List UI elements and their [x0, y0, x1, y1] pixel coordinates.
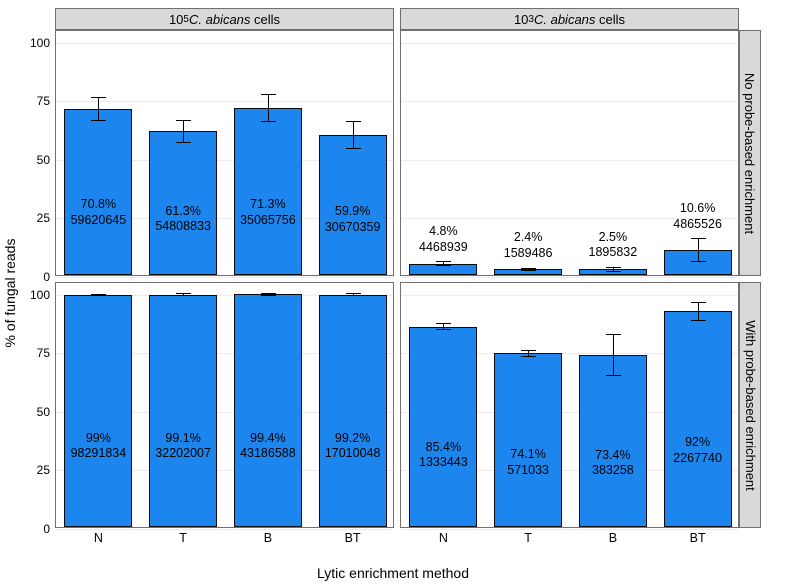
- bar-annotation: 85.4%1333443: [401, 440, 486, 471]
- bar: [234, 108, 302, 275]
- panel: 85.4%1333443N74.1%571033T73.4%383258B92%…: [400, 282, 739, 528]
- bar-annotation: 10.6%4865526: [655, 201, 740, 232]
- bar: [579, 355, 647, 527]
- x-tick-label: N: [439, 527, 448, 545]
- panel-grid: 105C. abicans cells 103C. abicans cellsNo…: [55, 8, 761, 548]
- y-tick-label: 75: [37, 346, 56, 360]
- error-bar: [613, 267, 614, 272]
- bar-annotation: 99.2%17010048: [310, 431, 395, 462]
- error-bar: [183, 120, 184, 143]
- bar: [234, 294, 302, 527]
- bar-annotation: 99.1%32202007: [141, 431, 226, 462]
- y-tick-label: 100: [30, 36, 56, 50]
- error-bar: [98, 294, 99, 297]
- y-tick-label: 75: [37, 94, 56, 108]
- bar-annotation: 71.3%35065756: [226, 197, 311, 228]
- error-bar: [443, 323, 444, 330]
- bar-annotation: 59.9%30670359: [310, 204, 395, 235]
- x-tick-label: T: [524, 527, 532, 545]
- x-tick-label: N: [94, 527, 103, 545]
- error-bar: [528, 350, 529, 357]
- bar-annotation: 70.8%59620645: [56, 197, 141, 228]
- x-tick-label: BT: [690, 527, 706, 545]
- y-axis-label: % of fungal reads: [2, 238, 18, 347]
- gridline: [56, 101, 393, 102]
- col-facet-strip: 105C. abicans cells: [55, 8, 394, 30]
- gridline: [401, 160, 738, 161]
- error-bar: [353, 293, 354, 296]
- bar-annotation: 99.4%43186588: [226, 431, 311, 462]
- y-tick-label: 25: [37, 463, 56, 477]
- error-bar: [183, 293, 184, 296]
- row-facet-strip: With probe-based enrichment: [739, 282, 761, 528]
- error-bar: [613, 334, 614, 376]
- bar-annotation: 99%98291834: [56, 431, 141, 462]
- bar-annotation: 73.4%383258: [571, 448, 656, 479]
- panel: 4.8%44689392.4%15894862.5%189583210.6%48…: [400, 30, 739, 276]
- x-axis-label: Lytic enrichment method: [0, 565, 786, 581]
- error-bar: [353, 121, 354, 149]
- x-tick-label: B: [609, 527, 617, 545]
- bar-annotation: 2.4%1589486: [486, 230, 571, 261]
- panel: 025507510070.8%5962064561.3%5480883371.3…: [55, 30, 394, 276]
- gridline: [56, 277, 393, 278]
- error-bar: [268, 293, 269, 296]
- gridline: [401, 529, 738, 530]
- bar: [664, 311, 732, 527]
- gridline: [401, 295, 738, 296]
- y-tick-label: 25: [37, 211, 56, 225]
- error-bar: [698, 238, 699, 261]
- gridline: [56, 529, 393, 530]
- error-bar: [98, 97, 99, 120]
- bar-annotation: 2.5%1895832: [571, 230, 656, 261]
- gridline: [401, 43, 738, 44]
- x-tick-label: B: [264, 527, 272, 545]
- error-bar: [443, 261, 444, 266]
- gridline: [401, 277, 738, 278]
- gridline: [401, 101, 738, 102]
- bar: [64, 295, 132, 527]
- bar-annotation: 4.8%4468939: [401, 224, 486, 255]
- y-tick-label: 50: [37, 405, 56, 419]
- row-facet-strip: No probe-based enrichment: [739, 30, 761, 276]
- y-tick-label: 100: [30, 288, 56, 302]
- panel: 025507510099%98291834N99.1%32202007T99.4…: [55, 282, 394, 528]
- bar-annotation: 74.1%571033: [486, 447, 571, 478]
- bar: [409, 327, 477, 527]
- figure-root: % of fungal reads Lytic enrichment metho…: [0, 0, 786, 585]
- bar: [319, 295, 387, 527]
- y-tick-label: 50: [37, 153, 56, 167]
- bar: [494, 353, 562, 527]
- bar-annotation: 92%2267740: [655, 435, 740, 466]
- bar: [149, 295, 217, 527]
- col-facet-strip: 103C. abicans cells: [400, 8, 739, 30]
- gridline: [56, 43, 393, 44]
- y-tick-label: 0: [43, 522, 56, 536]
- x-tick-label: BT: [345, 527, 361, 545]
- error-bar: [528, 268, 529, 272]
- x-tick-label: T: [179, 527, 187, 545]
- error-bar: [268, 94, 269, 122]
- bar-annotation: 61.3%54808833: [141, 204, 226, 235]
- error-bar: [698, 302, 699, 321]
- bar: [64, 109, 132, 275]
